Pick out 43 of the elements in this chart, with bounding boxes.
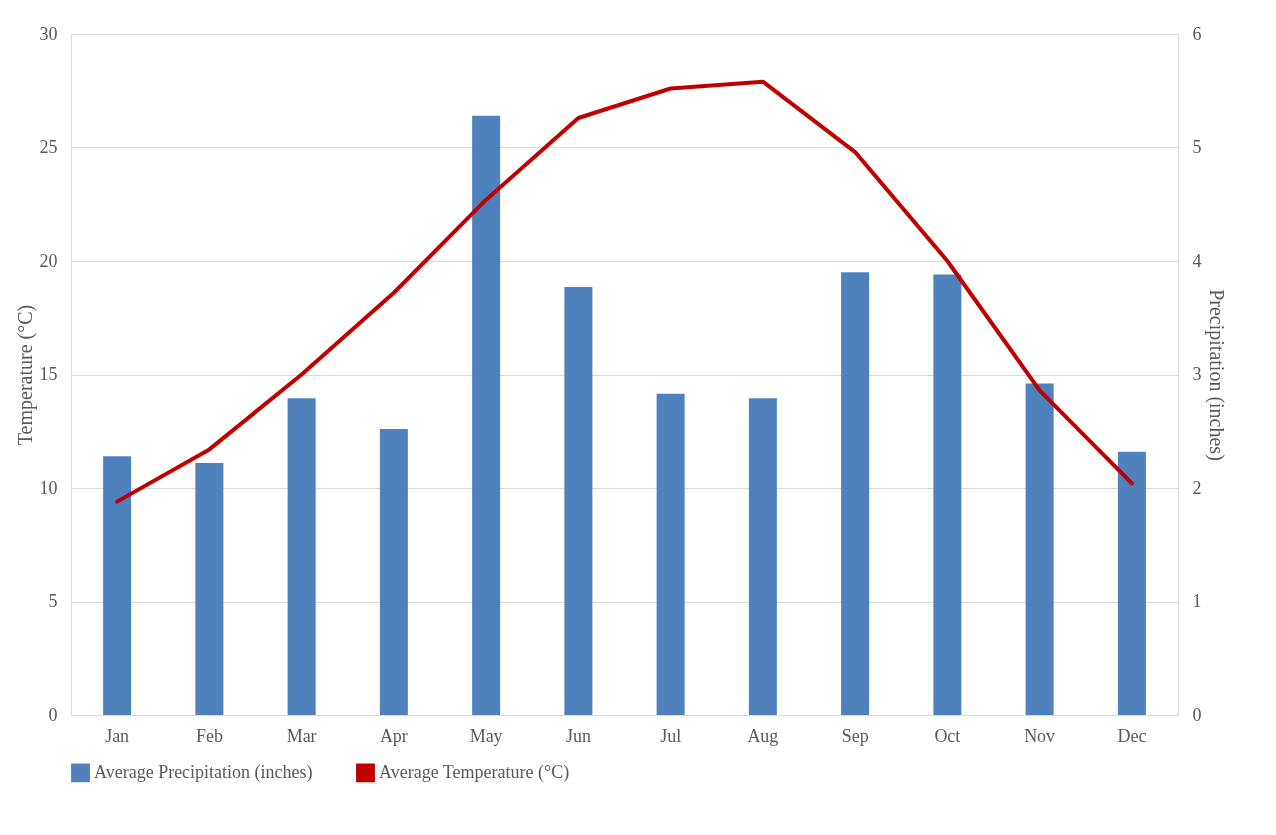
legend-label: Average Precipitation (inches) xyxy=(94,761,313,783)
x-tick-label: Feb xyxy=(195,725,223,746)
y-tick-label: 15 xyxy=(39,364,58,384)
y-tick-label: 10 xyxy=(39,477,58,498)
x-tick-label: Nov xyxy=(1024,725,1056,746)
y-tick-label: 25 xyxy=(39,137,58,157)
y-tick-label: 0 xyxy=(48,704,58,725)
bar xyxy=(1117,451,1146,715)
bar xyxy=(195,463,224,715)
y-tick-label: 5 xyxy=(48,591,58,611)
bar xyxy=(656,393,685,715)
y2-tick-label: 0 xyxy=(1192,704,1202,725)
y2-tick-label: 2 xyxy=(1192,477,1202,498)
y2-axis-title: Precipitation (inches) xyxy=(1204,289,1228,461)
y-tick-label: 20 xyxy=(39,250,58,271)
y2-tick-label: 4 xyxy=(1192,250,1202,271)
y2-tick-label: 6 xyxy=(1192,23,1202,44)
bar xyxy=(379,428,408,715)
x-tick-label: Aug xyxy=(747,725,779,746)
x-tick-label: Jul xyxy=(660,725,682,746)
line-series xyxy=(115,79,1134,504)
bar xyxy=(103,456,132,715)
x-tick-label: May xyxy=(469,725,503,746)
x-tick-label: Apr xyxy=(379,725,408,746)
bar xyxy=(748,398,777,715)
bar xyxy=(933,274,962,715)
bar xyxy=(841,272,870,715)
y-tick-label: 30 xyxy=(39,23,58,44)
bar xyxy=(564,287,593,715)
x-tick-label: Oct xyxy=(934,725,961,746)
x-tick-label: Sep xyxy=(841,725,869,746)
legend-label: Average Temperature (°C) xyxy=(379,761,570,783)
y2-tick-label: 5 xyxy=(1192,137,1202,157)
x-tick-label: Jun xyxy=(565,725,591,746)
x-tick-label: Dec xyxy=(1117,725,1147,746)
x-tick-label: Mar xyxy=(286,725,317,746)
y2-tick-label: 1 xyxy=(1192,591,1202,611)
bar xyxy=(287,398,316,715)
y-axis-title: Temperature (°C) xyxy=(13,304,37,446)
bar xyxy=(472,115,501,715)
x-tick-label: Jan xyxy=(105,725,130,746)
y2-tick-label: 3 xyxy=(1192,364,1202,384)
bar xyxy=(1025,383,1054,715)
